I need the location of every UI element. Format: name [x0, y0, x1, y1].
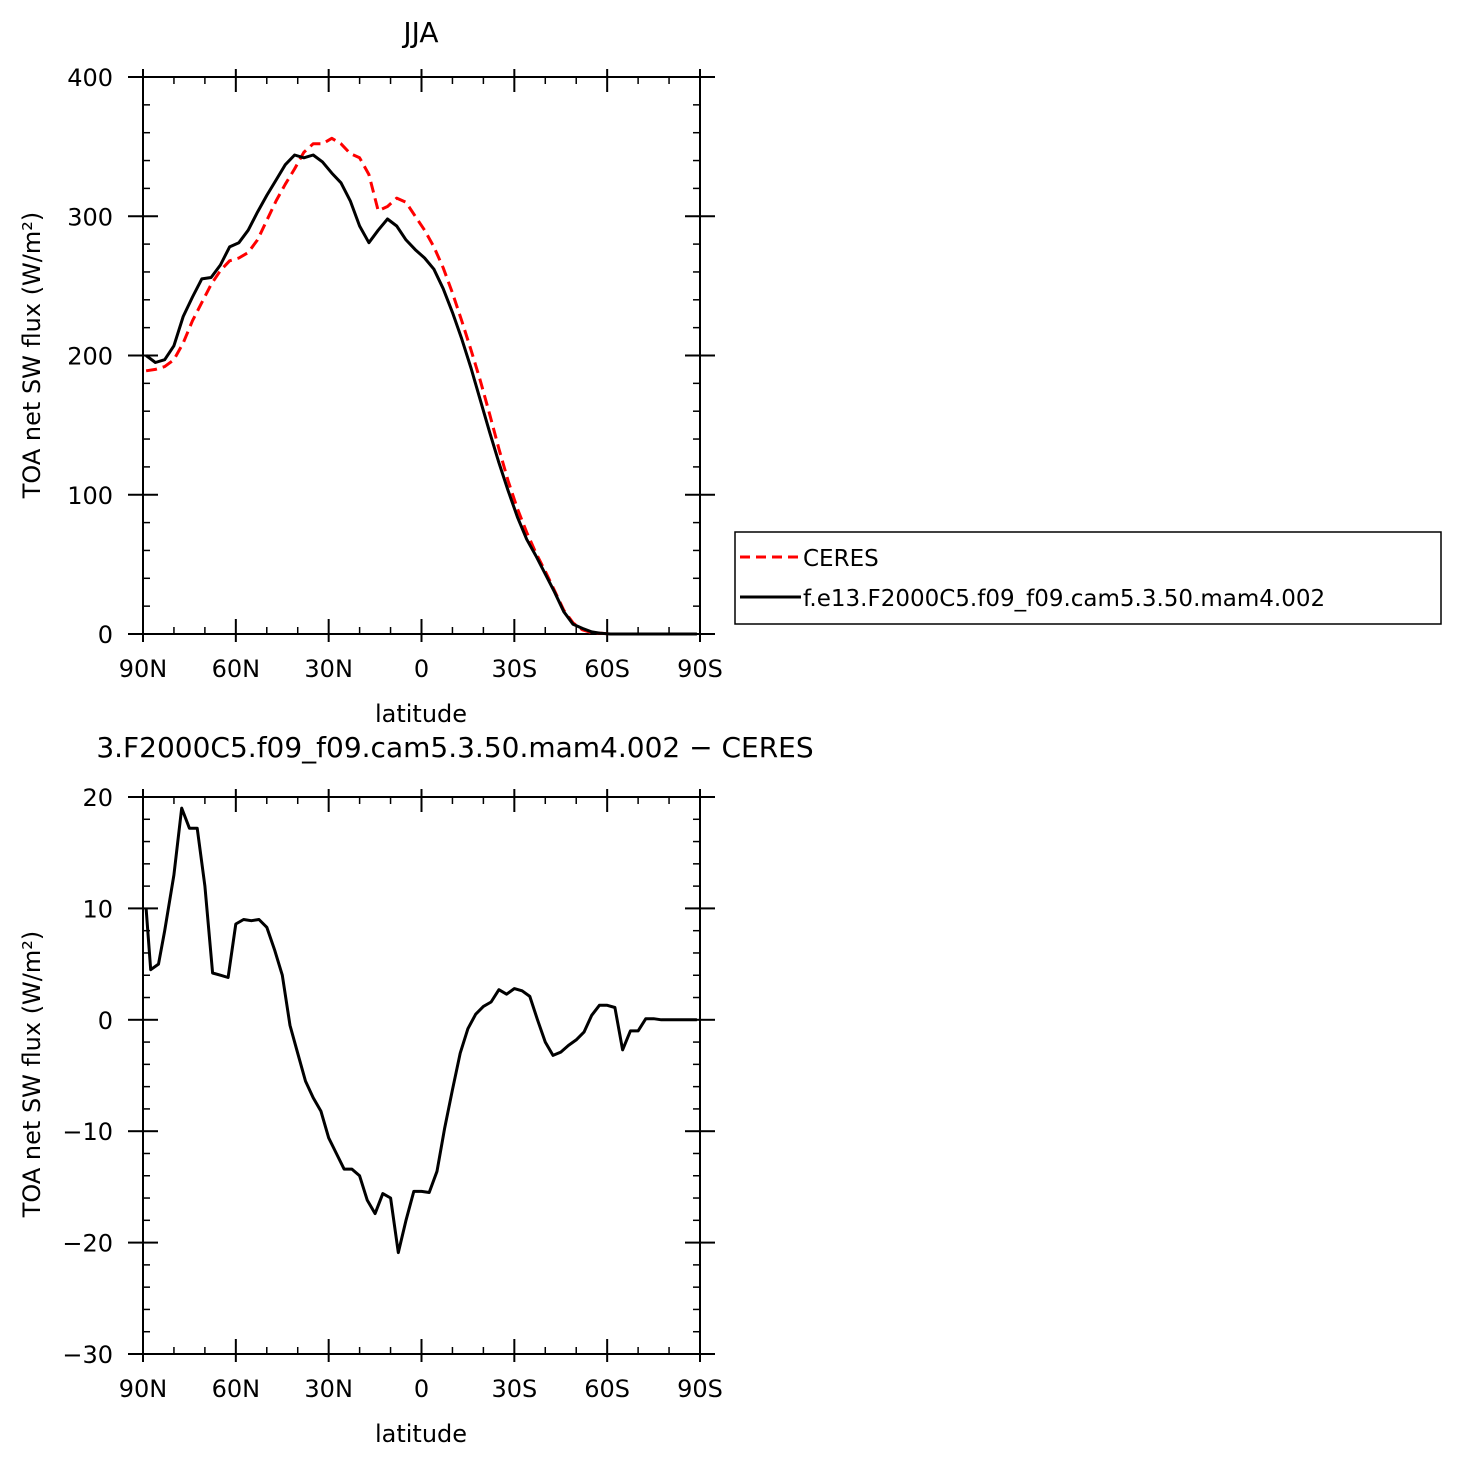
x-tick-label: 90N [119, 1375, 168, 1403]
x-tick-label: 30N [304, 1375, 353, 1403]
y-tick-label: −10 [62, 1118, 113, 1146]
bottom-chart-plot-area: 90N 60N 30N 0 30S 60S 90S −30 −20 −10 0 10 20 [62, 784, 723, 1403]
x-tick-label: 90N [119, 655, 168, 683]
x-tick-label: 90S [677, 1375, 723, 1403]
y-tick-label: 400 [67, 64, 113, 92]
legend: CERES f.e13.F2000C5.f09_f09.cam5.3.50.ma… [734, 531, 1442, 625]
x-tick-label: 0 [414, 655, 429, 683]
top-chart-title: JJA [401, 16, 438, 49]
y-tick-label: −20 [62, 1230, 113, 1258]
legend-label-ceres: CERES [803, 546, 879, 572]
y-tick-label: 0 [98, 621, 113, 649]
y-tick-label: 100 [67, 482, 113, 510]
y-tick-label: 10 [82, 895, 113, 923]
top-series-line-0 [145, 136, 697, 636]
y-tick-label: 20 [82, 784, 113, 812]
top-chart-y-axis-label: TOA net SW flux (W/m²) [18, 212, 46, 500]
bottom-chart-title: 3.F2000C5.f09_f09.cam5.3.50.mam4.002 − C… [96, 731, 813, 764]
top-series-line-1 [145, 153, 697, 636]
bottom-chart-panel: 3.F2000C5.f09_f09.cam5.3.50.mam4.002 − C… [18, 731, 814, 1448]
x-tick-label: 60S [584, 1375, 630, 1403]
top-chart-x-axis-label: latitude [375, 700, 467, 728]
bottom-series-line-0 [144, 806, 697, 1255]
y-tick-label: 0 [98, 1007, 113, 1035]
legend-label-model: f.e13.F2000C5.f09_f09.cam5.3.50.mam4.002 [803, 586, 1325, 612]
y-tick-label: 300 [67, 203, 113, 231]
x-tick-label: 60S [584, 655, 630, 683]
x-tick-label: 60N [212, 1375, 261, 1403]
top-plot-frame [142, 76, 701, 635]
x-tick-label: 30S [491, 1375, 537, 1403]
top-chart-panel: JJA 90N 60N 30N 0 30S 60S 90S 0 100 200 300 400 lat… [18, 16, 723, 728]
y-tick-label: −30 [62, 1341, 113, 1369]
x-tick-label: 0 [414, 1375, 429, 1403]
x-tick-label: 60N [212, 655, 261, 683]
y-tick-label: 200 [67, 343, 113, 371]
x-tick-label: 30S [491, 655, 537, 683]
bottom-chart-x-axis-label: latitude [375, 1420, 467, 1448]
bottom-plot-frame [142, 796, 701, 1355]
x-tick-label: 30N [304, 655, 353, 683]
x-tick-label: 90S [677, 655, 723, 683]
bottom-chart-y-axis-label: TOA net SW flux (W/m²) [18, 931, 46, 1219]
legend-box [734, 531, 1442, 625]
top-chart-plot-area: 90N 60N 30N 0 30S 60S 90S 0 100 200 300 400 [67, 64, 723, 683]
